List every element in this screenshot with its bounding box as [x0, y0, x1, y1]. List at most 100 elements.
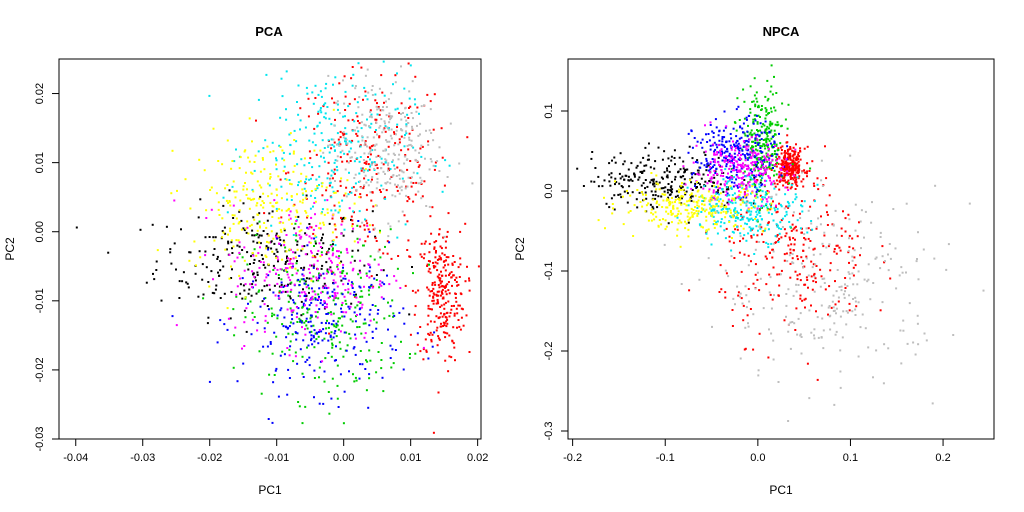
- data-point: [340, 223, 343, 226]
- data-point: [388, 283, 391, 286]
- data-point: [336, 155, 339, 158]
- data-point: [169, 248, 172, 251]
- data-point: [730, 255, 733, 258]
- data-point: [292, 170, 295, 173]
- data-point: [319, 107, 322, 109]
- data-point: [372, 228, 375, 231]
- data-point: [389, 225, 392, 228]
- data-point: [408, 138, 411, 141]
- data-point: [273, 267, 276, 270]
- data-point: [406, 168, 409, 171]
- data-point: [283, 244, 286, 247]
- data-point: [840, 227, 843, 230]
- data-point: [396, 123, 399, 126]
- data-point: [313, 346, 316, 349]
- data-point: [419, 176, 422, 179]
- data-point: [787, 158, 789, 161]
- data-point: [307, 115, 310, 118]
- data-point: [727, 161, 729, 164]
- data-point: [451, 284, 453, 287]
- data-point: [229, 317, 232, 320]
- data-point: [312, 334, 315, 337]
- data-point: [853, 249, 856, 252]
- data-point: [805, 257, 808, 260]
- data-point: [751, 178, 754, 181]
- data-point: [784, 186, 787, 189]
- data-point: [793, 164, 796, 167]
- data-point: [308, 308, 311, 311]
- data-point: [444, 336, 447, 339]
- data-point: [752, 282, 755, 285]
- data-point: [333, 273, 336, 276]
- data-point: [327, 326, 330, 329]
- data-point: [379, 280, 382, 283]
- data-point: [249, 263, 251, 265]
- data-point: [793, 174, 796, 177]
- data-point: [325, 186, 328, 189]
- data-point: [805, 227, 808, 230]
- data-point: [784, 150, 786, 152]
- data-point: [351, 285, 354, 288]
- data-point: [315, 236, 318, 239]
- data-point: [724, 157, 727, 160]
- data-point: [790, 243, 793, 246]
- data-point: [724, 155, 727, 158]
- data-point: [441, 288, 444, 291]
- data-point: [733, 152, 736, 155]
- data-point: [252, 262, 255, 264]
- data-point: [409, 176, 412, 179]
- data-point: [346, 179, 349, 182]
- data-point: [420, 197, 423, 200]
- data-point: [723, 222, 726, 225]
- data-point: [234, 326, 237, 329]
- data-point: [286, 257, 288, 260]
- data-point: [667, 212, 670, 215]
- data-point: [266, 284, 268, 287]
- data-point: [672, 207, 675, 210]
- data-point: [421, 195, 424, 198]
- data-point: [749, 213, 752, 216]
- data-point: [368, 115, 371, 118]
- data-point: [380, 359, 383, 361]
- data-point: [396, 107, 399, 110]
- data-point: [289, 143, 292, 146]
- data-point: [322, 156, 325, 159]
- data-point: [322, 272, 325, 275]
- data-point: [420, 105, 423, 108]
- data-point: [789, 262, 792, 265]
- data-point: [302, 274, 305, 277]
- data-point: [741, 187, 744, 190]
- data-point: [772, 242, 775, 245]
- data-point: [889, 257, 892, 260]
- data-point: [677, 213, 680, 216]
- data-point: [768, 164, 771, 167]
- data-point: [229, 230, 232, 233]
- data-point: [753, 164, 755, 167]
- data-point: [738, 156, 741, 159]
- data-point: [410, 112, 413, 114]
- y-tick-label: 0.02: [34, 83, 46, 104]
- data-point: [241, 256, 244, 259]
- data-point: [824, 145, 826, 148]
- data-point: [450, 276, 453, 279]
- data-point: [623, 178, 626, 181]
- data-point: [400, 340, 402, 343]
- data-point: [243, 289, 246, 292]
- data-point: [393, 164, 396, 167]
- data-point: [165, 225, 168, 228]
- data-point: [414, 291, 417, 294]
- data-point: [648, 158, 650, 161]
- data-point: [694, 173, 697, 176]
- data-point: [645, 197, 648, 200]
- data-point: [308, 139, 311, 142]
- data-point: [769, 196, 772, 199]
- data-point: [351, 129, 354, 132]
- data-point: [371, 191, 374, 194]
- data-point: [224, 232, 227, 235]
- data-point: [730, 178, 733, 181]
- data-point: [835, 330, 838, 333]
- data-point: [170, 192, 173, 195]
- data-point: [303, 295, 306, 297]
- data-point: [341, 149, 344, 152]
- data-point: [732, 297, 735, 300]
